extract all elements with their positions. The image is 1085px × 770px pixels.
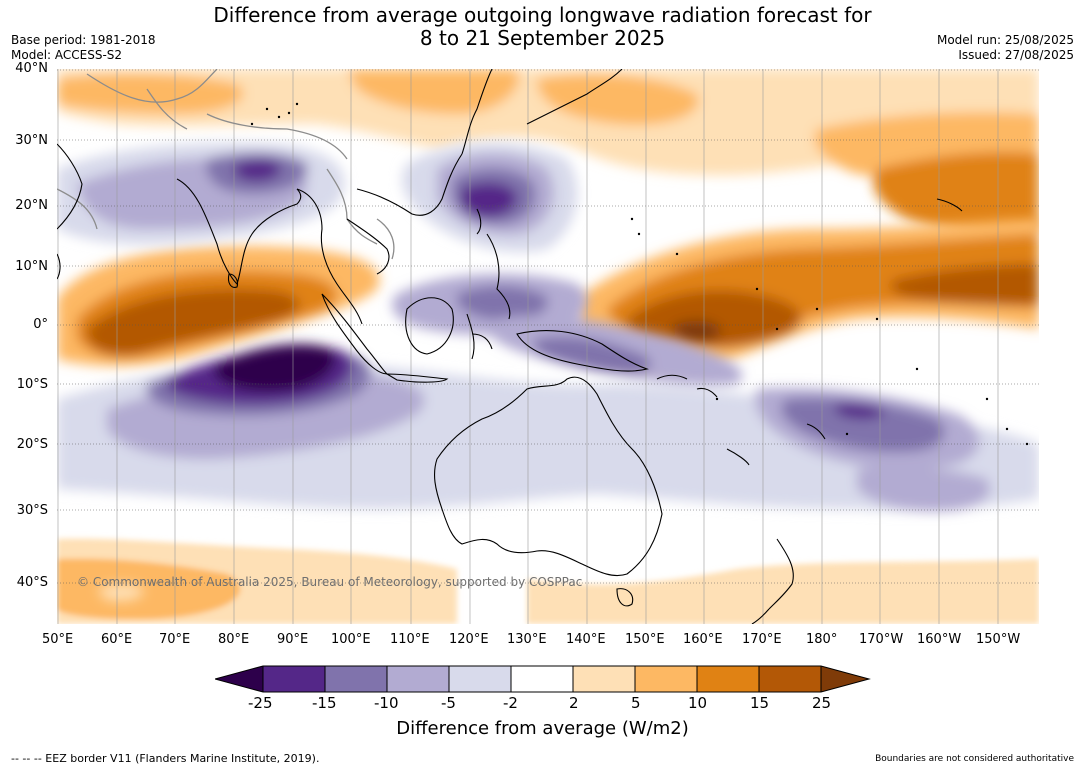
lon-label-50e: 50°E bbox=[42, 632, 74, 647]
legend-swatch-2 bbox=[325, 666, 387, 692]
legend-title: Difference from average (W/m2) bbox=[396, 718, 689, 739]
lon-label-160w: 160°W bbox=[917, 632, 962, 647]
anomaly-equatorial-positive bbox=[57, 219, 1039, 370]
legend-tick-4: -2 bbox=[503, 694, 518, 712]
legend-swatch-below-min bbox=[215, 666, 263, 692]
model-run-label: Model run: 25/08/2025 bbox=[936, 33, 1074, 47]
eez-border-note: -- -- -- EEZ border V11 (Flanders Marine… bbox=[11, 752, 320, 765]
legend-tick-7: 10 bbox=[688, 694, 708, 712]
title-line-1: Difference from average outgoing longwav… bbox=[213, 3, 872, 27]
lon-label-140e: 140°E bbox=[566, 632, 606, 647]
legend-colorbar bbox=[215, 665, 871, 693]
lon-label-160e: 160°E bbox=[683, 632, 723, 647]
legend-tick-6: 5 bbox=[631, 694, 641, 712]
meta-right: Model run: 25/08/2025 Issued: 27/08/2025 bbox=[937, 33, 1074, 63]
lat-label-10s: 10°S bbox=[16, 377, 48, 392]
lon-label-130e: 130°E bbox=[507, 632, 547, 647]
copyright-notice: © Commonwealth of Australia 2025, Bureau… bbox=[77, 575, 583, 589]
issued-label: Issued: 27/08/2025 bbox=[958, 48, 1074, 62]
legend-tick-1: -15 bbox=[312, 694, 337, 712]
legend-swatch-8 bbox=[697, 666, 759, 692]
legend-swatch-9 bbox=[759, 666, 821, 692]
legend-tick-5: 2 bbox=[569, 694, 579, 712]
lat-label-40s: 40°S bbox=[16, 575, 48, 590]
legend-swatch-above-max bbox=[821, 666, 869, 692]
legend-tick-8: 15 bbox=[750, 694, 770, 712]
lon-label-170w: 170°W bbox=[859, 632, 904, 647]
legend-tick-2: -10 bbox=[374, 694, 399, 712]
island-dots bbox=[250, 102, 1029, 446]
lon-label-150w: 150°W bbox=[976, 632, 1021, 647]
lat-label-30s: 30°S bbox=[16, 503, 48, 518]
lon-label-180: 180° bbox=[806, 632, 838, 647]
page-title: Difference from average outgoing longwav… bbox=[0, 4, 1085, 50]
lon-label-150e: 150°E bbox=[625, 632, 665, 647]
lon-label-100e: 100°E bbox=[331, 632, 371, 647]
base-period-label: Base period: 1981-2018 bbox=[11, 33, 156, 47]
lon-label-80e: 80°E bbox=[218, 632, 250, 647]
legend-swatch-5 bbox=[511, 666, 573, 692]
country-borders bbox=[57, 69, 395, 260]
model-label: Model: ACCESS-S2 bbox=[11, 48, 123, 62]
lon-label-120e: 120°E bbox=[449, 632, 489, 647]
legend-swatch-7 bbox=[635, 666, 697, 692]
legend-swatch-4 bbox=[449, 666, 511, 692]
legend-swatch-3 bbox=[387, 666, 449, 692]
lat-label-20n: 20°N bbox=[15, 198, 48, 213]
meta-left: Base period: 1981-2018 Model: ACCESS-S2 bbox=[11, 33, 156, 63]
lat-label-30n: 30°N bbox=[15, 133, 48, 148]
olr-anomaly-map bbox=[57, 69, 1039, 624]
coastlines bbox=[57, 69, 963, 624]
lat-label-10n: 10°N bbox=[15, 259, 48, 274]
legend-swatch-1 bbox=[263, 666, 325, 692]
meridians bbox=[57, 69, 999, 624]
title-line-2: 8 to 21 September 2025 bbox=[419, 26, 666, 50]
lon-label-70e: 70°E bbox=[159, 632, 191, 647]
legend-tick-0: -25 bbox=[248, 694, 273, 712]
lat-label-20s: 20°S bbox=[16, 437, 48, 452]
lat-label-40n: 40°N bbox=[15, 61, 48, 76]
legend-tick-9: 25 bbox=[812, 694, 832, 712]
lon-label-170e: 170°E bbox=[742, 632, 782, 647]
lon-label-110e: 110°E bbox=[390, 632, 430, 647]
boundaries-disclaimer: Boundaries are not considered authoritat… bbox=[875, 754, 1074, 764]
anomaly-south-positive bbox=[57, 538, 1039, 624]
lon-label-60e: 60°E bbox=[101, 632, 133, 647]
legend-swatch-6 bbox=[573, 666, 635, 692]
legend-tick-3: -5 bbox=[441, 694, 456, 712]
lon-label-90e: 90°E bbox=[277, 632, 309, 647]
lat-label-0: 0° bbox=[33, 317, 48, 332]
